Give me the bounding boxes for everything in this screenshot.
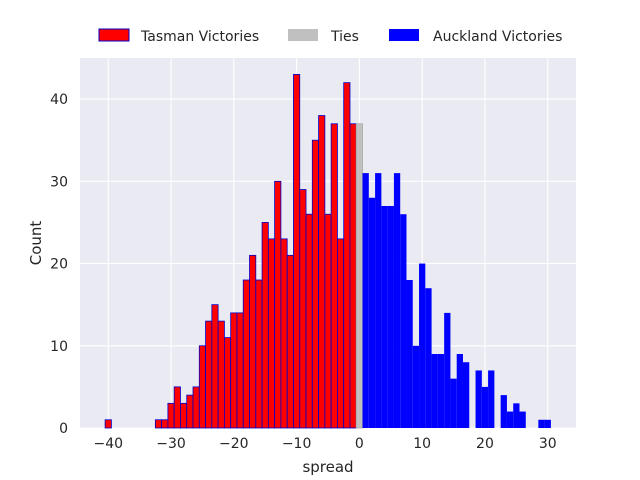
x-tick-label: 20 [476,436,494,452]
bar-auckland [387,206,394,428]
legend-label-ties: Ties [330,29,359,45]
bar-tasman [337,238,345,429]
bar-auckland [488,370,495,428]
bar-tasman [299,189,307,429]
bar-tasman [343,82,351,429]
bar-tasman [330,123,338,429]
bar-tasman [198,345,206,429]
bar-tasman [205,320,213,429]
x-tick-label: 0 [355,436,364,452]
bar-tasman [242,279,250,429]
bar-tasman [274,180,282,429]
bar-auckland [431,354,438,428]
bar-tasman [318,115,326,429]
legend: Tasman Victories Ties Auckland Victories [98,28,562,45]
y-tick-labels: 0 10 20 30 40 [50,92,68,437]
bar-tasman [173,386,181,429]
bar-tasman [324,213,332,429]
bar-tasman [161,419,169,429]
y-tick-label: 10 [50,339,68,355]
bar-tasman [280,238,288,429]
y-axis-label: Count [27,221,45,266]
bar-tasman [255,279,263,429]
bar-auckland [393,173,401,428]
bar-auckland [513,403,520,428]
x-tick-label: −40 [93,436,123,452]
bar-auckland [450,378,457,428]
bar-auckland [406,280,413,428]
bar-tasman [293,74,301,429]
legend-swatch-ties [288,29,318,41]
bars [104,74,551,429]
legend-swatch-auckland [389,29,419,41]
bar-auckland [506,411,514,428]
bar-tasman [236,312,244,429]
bar-auckland [362,173,369,428]
bar-tasman [249,254,257,429]
legend-label-auckland: Auckland Victories [433,29,562,45]
bar-auckland [519,411,526,428]
bar-auckland [412,345,420,428]
legend-swatch-tasman [98,28,130,42]
x-tick-label: 10 [413,436,431,452]
bar-auckland [481,386,489,428]
bar-tasman [305,213,313,429]
bar-tasman [261,222,269,429]
bar-auckland [368,197,376,428]
bar-tasman [349,123,357,429]
bar-tasman [267,238,276,429]
bar-auckland [462,362,470,428]
bar-auckland [437,354,445,428]
bar-tasman [224,337,232,429]
x-tick-label: −30 [156,436,186,452]
x-axis-label: spread [302,458,353,476]
bar-auckland [538,419,545,428]
y-tick-label: 30 [50,174,68,190]
bar-auckland [544,419,551,428]
bar-auckland [456,354,463,428]
bar-auckland [375,173,382,428]
x-tick-label: −10 [282,436,312,452]
bar-tasman [230,312,238,429]
bar-auckland [475,370,482,428]
bar-tasman [286,254,294,429]
bar-tasman [180,402,188,429]
bar-auckland [444,312,451,428]
x-tick-label: −20 [219,436,249,452]
y-tick-label: 0 [59,421,68,437]
x-tick-labels: −40 −30 −20 −10 0 10 20 30 [93,436,556,452]
bar-tasman [311,139,319,429]
y-tick-label: 40 [50,92,68,108]
x-tick-label: 30 [539,436,557,452]
bar-tie [355,123,363,429]
bar-tasman [211,304,219,429]
y-tick-label: 20 [50,257,68,273]
bar-tasman [217,320,225,429]
bar-auckland [400,214,407,428]
bar-tasman [186,394,194,429]
bar-auckland [419,263,426,428]
bar-auckland [381,206,388,428]
bar-tasman [104,419,112,429]
bar-tasman [167,402,175,429]
legend-label-tasman: Tasman Victories [140,29,259,45]
bar-tasman [154,419,163,429]
bar-tasman [192,386,200,429]
bar-auckland [425,288,432,428]
bar-auckland [500,395,507,428]
